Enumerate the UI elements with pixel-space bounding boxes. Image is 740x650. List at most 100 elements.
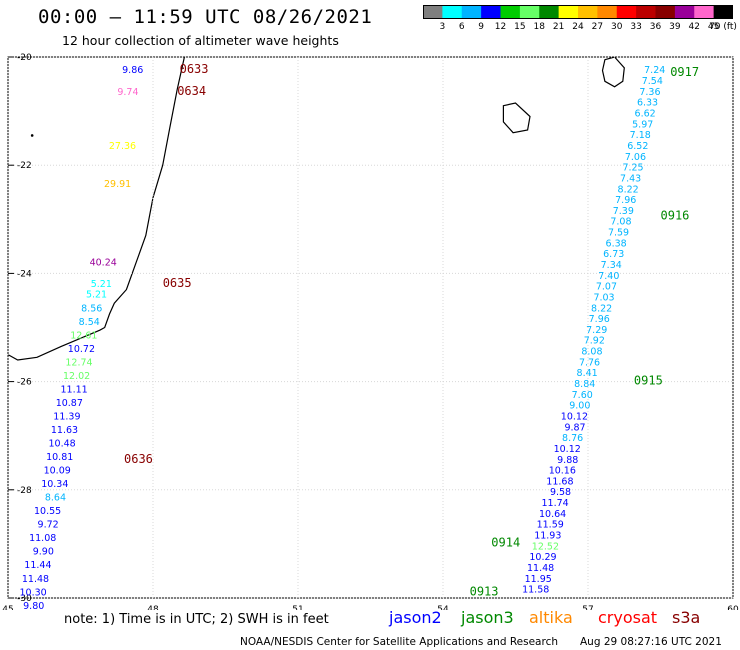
wave-height-value: 7.92 [584,336,605,347]
scale-label: 3 [439,22,446,32]
legend-altika: altika [529,608,573,627]
pass-time-label: 0636 [124,452,153,466]
wave-height-value: 12.61 [70,330,97,341]
wave-height-value: 8.41 [577,368,598,379]
wave-height-value: 27.36 [109,141,136,152]
wave-height-value: 11.48 [527,563,554,574]
scale-swatch [500,5,521,19]
scale-label: 18 [533,22,545,32]
scale-label: 24 [572,22,584,32]
units-note: note: 1) Time is in UTC; 2) SWH is in fe… [64,612,329,627]
pass-time-label: 0916 [661,208,690,222]
wave-height-value: 10.16 [549,466,576,477]
scale-label: 70 (ft) [709,22,737,32]
wave-height-value: 7.43 [620,173,641,184]
legend-jason2: jason2 [389,608,442,627]
wave-height-value: 9.72 [38,520,59,531]
scale-swatch [423,5,443,19]
wave-height-value: 10.29 [529,552,556,563]
wave-height-value: 6.62 [635,109,656,120]
wave-height-value: 12.02 [63,371,90,382]
pass-time-label: 0914 [491,536,520,550]
wave-height-value: 11.95 [525,574,552,585]
wave-height-value: 7.36 [639,87,660,98]
wave-height-value: 8.22 [591,303,612,314]
pass-time-label: 0917 [670,65,699,79]
wave-height-value: 9.90 [33,547,54,558]
legend-jason3: jason3 [461,608,514,627]
wave-height-value: 11.44 [24,560,51,571]
wave-height-value: 11.59 [537,520,564,531]
wave-height-value: 7.07 [596,282,617,293]
wave-height-value: 29.91 [104,179,131,190]
wave-height-value: 7.24 [644,65,665,76]
scale-label: 6 [458,22,465,32]
scale-swatch [539,5,560,19]
scale-swatch [558,5,579,19]
pass-time-label: 0913 [470,584,499,598]
wave-height-value: 10.30 [19,587,46,598]
wave-height-value: 5.97 [632,119,653,130]
scale-swatch [519,5,540,19]
map-subtitle: 12 hour collection of altimeter wave hei… [62,33,339,48]
credit-text: NOAA/NESDIS Center for Satellite Applica… [240,636,558,648]
lat-tick-label: -20 [17,53,32,63]
madagascar-coastline [7,56,185,361]
wave-height-value: 6.52 [627,141,648,152]
scale-swatch [578,5,598,19]
wave-height-value: 11.93 [534,531,561,542]
wave-height-value: 6.73 [603,249,624,260]
lon-tick-label: 51 [292,605,303,610]
wave-height-value: 8.84 [574,379,595,390]
lon-tick-label: 54 [437,605,449,610]
scale-label: 27 [591,22,604,32]
wave-height-value: 8.56 [81,303,102,314]
scale-swatch [616,5,637,19]
map-axes: 45 48 51 54 57 60 -20 -22 -24 -26 -28 -30 [2,53,739,610]
wave-height-value: 9.74 [117,87,138,98]
generated-timestamp: Aug 29 08:27:16 UTC 2021 [580,636,722,648]
wave-height-value: 8.54 [79,317,100,328]
wave-height-value: 9.80 [23,601,44,610]
scale-swatch [442,5,463,19]
wave-height-value: 7.18 [630,130,651,141]
wave-height-value: 40.24 [90,257,117,268]
map-title: 00:00 – 11:59 UTC 08/26/2021 [38,6,373,28]
wave-height-value: 10.64 [539,509,566,520]
wave-height-value: 11.48 [22,574,49,585]
wave-height-value: 11.39 [53,412,80,423]
scale-label: 45 [707,22,720,32]
wave-height-value: 5.21 [91,279,112,290]
pass-labels: 0633 0634 0635 0636 0917 0916 0915 0914 0913 [124,62,699,598]
scale-label: 30 [611,22,623,32]
scale-swatch [597,5,618,19]
altimeter-tracks: 9.86 9.74 27.36 29.91 40.24 5.215.21 8.56 8.54 1… [19,65,665,610]
scale-label: 21 [552,22,565,32]
lat-tick-label: -24 [17,269,32,279]
wave-height-value: 10.81 [46,452,73,463]
wave-height-value: 11.58 [522,585,549,596]
wave-height-value: 9.88 [557,455,578,466]
wave-height-value: 11.11 [60,384,87,395]
scale-swatch [713,5,733,19]
lat-tick-label: -30 [17,594,32,604]
scale-label: 9 [478,22,484,32]
wave-height-value: 12.74 [65,357,92,368]
scale-swatch [674,5,695,19]
wave-height-value: 7.06 [625,152,646,163]
wave-height-value: 7.96 [589,314,610,325]
scale-swatch [481,5,502,19]
pass-time-label: 0634 [177,84,206,98]
wave-height-value: 10.12 [554,444,581,455]
wave-height-value: 8.76 [562,433,583,444]
wave-height-color-scale [423,5,733,19]
wave-height-value: 8.22 [618,184,639,195]
wave-height-value: 7.08 [610,217,631,228]
wave-height-value: 12.52 [532,541,559,552]
wave-height-value: 5.21 [86,290,107,301]
wave-height-value: 8.08 [581,347,602,358]
coastline-layer [7,56,625,361]
pass-time-label: 0633 [180,62,209,76]
wave-height-value: 7.60 [572,390,593,401]
wave-height-value: 10.09 [44,466,71,477]
